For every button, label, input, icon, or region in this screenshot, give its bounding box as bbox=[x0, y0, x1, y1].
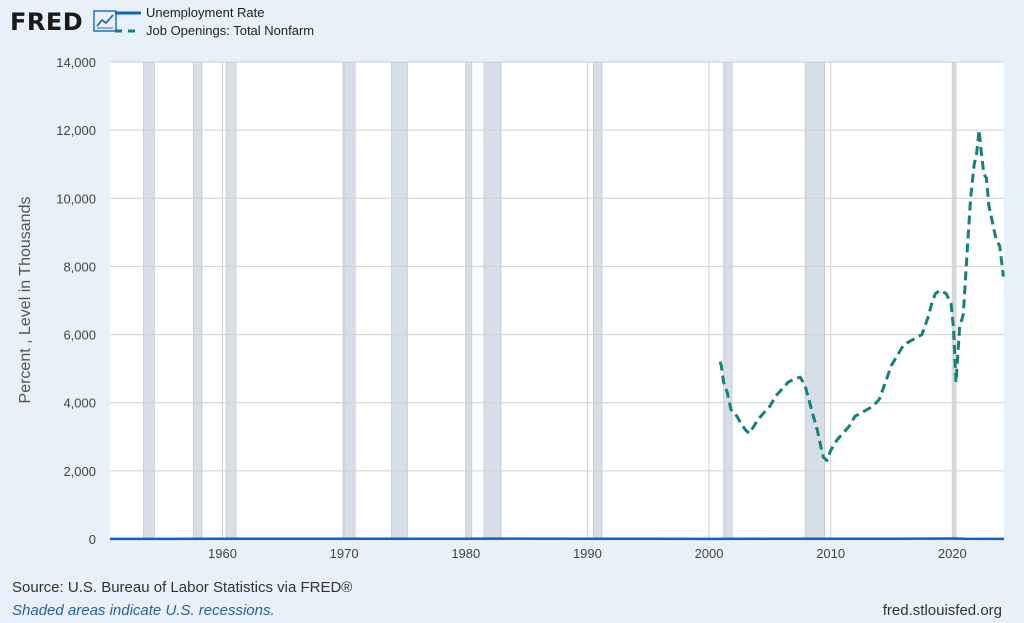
series-job-openings bbox=[718, 128, 1005, 463]
y-tick-label: 0 bbox=[89, 532, 96, 547]
recession-band bbox=[192, 61, 203, 540]
x-tick-label: 1960 bbox=[208, 546, 237, 561]
line-chart-icon bbox=[93, 10, 117, 32]
y-tick-label: 12,000 bbox=[56, 123, 96, 138]
y-axis-label: Percent , Level in Thousands bbox=[17, 197, 34, 404]
recession-band bbox=[225, 61, 237, 540]
line-chart: 02,0004,0006,0008,00010,00012,00014,000 … bbox=[17, 55, 1005, 561]
recession-band bbox=[465, 61, 473, 540]
x-tick-label: 1980 bbox=[451, 546, 480, 561]
y-tick-label: 6,000 bbox=[63, 328, 96, 343]
legend-label: Job Openings: Total Nonfarm bbox=[146, 23, 315, 38]
fred-logo[interactable]: FRED bbox=[10, 8, 84, 36]
y-tick-label: 14,000 bbox=[56, 55, 96, 70]
recession-band bbox=[483, 61, 502, 540]
site-link[interactable]: fred.stlouisfed.org bbox=[882, 602, 1002, 619]
x-tick-label: 2000 bbox=[695, 546, 724, 561]
legend-swatch-solid bbox=[115, 11, 141, 15]
y-tick-label: 10,000 bbox=[56, 191, 96, 206]
recession-band bbox=[593, 61, 603, 540]
plot-area bbox=[110, 62, 1004, 539]
y-tick-label: 8,000 bbox=[63, 259, 96, 274]
y-axis-ticks: 0 2,000 4,000 6,000 8,000 10,000 12,000 14,000 bbox=[56, 55, 96, 547]
y-tick-label: 2,000 bbox=[63, 464, 96, 479]
legend-swatch-dashed bbox=[115, 29, 141, 33]
legend-label: Unemployment Rate bbox=[146, 5, 265, 20]
recession-band bbox=[723, 61, 733, 540]
recession-band bbox=[342, 61, 356, 540]
grid-lines bbox=[110, 61, 1004, 539]
recession-band bbox=[391, 61, 408, 540]
x-tick-label: 1990 bbox=[573, 546, 602, 561]
x-tick-label: 2020 bbox=[938, 546, 967, 561]
recession-band bbox=[953, 61, 957, 540]
recession-band bbox=[143, 61, 155, 540]
x-tick-label: 2010 bbox=[816, 546, 845, 561]
y-tick-label: 4,000 bbox=[63, 396, 96, 411]
x-tick-label: 1970 bbox=[330, 546, 359, 561]
x-axis-ticks: 1960 1970 1980 1990 2000 2010 2020 bbox=[208, 546, 967, 561]
source-text: Source: U.S. Bureau of Labor Statistics … bbox=[12, 579, 353, 596]
recession-band bbox=[804, 61, 825, 540]
series-lines bbox=[110, 128, 1005, 541]
recession-note: Shaded areas indicate U.S. recessions. bbox=[12, 602, 275, 619]
